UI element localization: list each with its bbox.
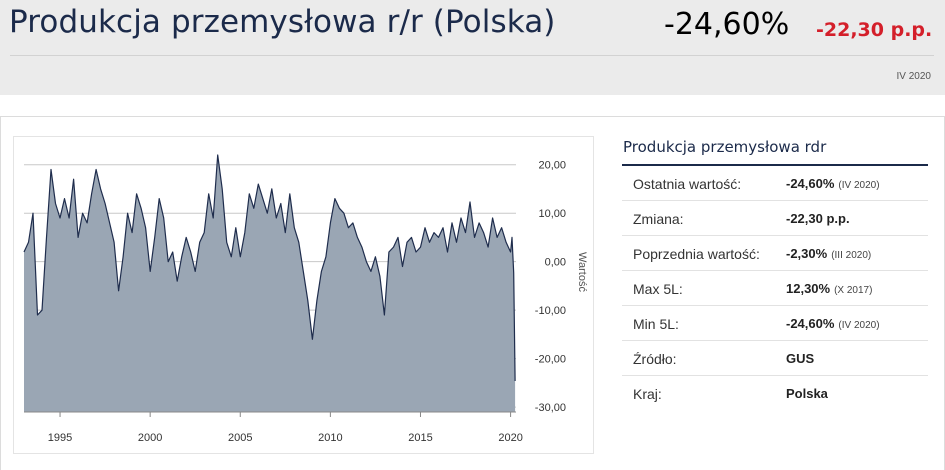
info-label: Ostatnia wartość: — [633, 176, 742, 192]
y-axis-label: Wartość — [576, 252, 588, 292]
x-tick-label: 1995 — [48, 432, 72, 444]
info-value: Polska — [786, 386, 828, 401]
info-label: Zmiana: — [633, 211, 684, 227]
y-tick-label: 10,00 — [538, 208, 566, 220]
header-bar: Produkcja przemysłowa r/r (Polska) -24,6… — [0, 0, 945, 95]
info-table-title: Produkcja przemysłowa rdr — [623, 138, 827, 156]
info-row-change: Zmiana: -22,30 p.p. — [622, 201, 928, 236]
info-sub: (IV 2020) — [838, 180, 880, 191]
latest-value: -24,60% — [664, 7, 790, 42]
info-sub: (IV 2020) — [838, 320, 880, 331]
info-label: Max 5L: — [633, 281, 683, 297]
info-title-rule — [622, 164, 928, 166]
y-tick-label: 20,00 — [538, 160, 566, 172]
info-row-last-value: Ostatnia wartość: -24,60% (IV 2020) — [622, 166, 928, 201]
info-value: 12,30% (X 2017) — [786, 281, 873, 296]
info-row-max-5y: Max 5L: 12,30% (X 2017) — [622, 271, 928, 306]
info-value: -2,30% (III 2020) — [786, 246, 872, 261]
info-sub: (III 2020) — [831, 250, 872, 261]
change-value: -22,30 p.p. — [816, 19, 933, 41]
chart-svg: 20,00 10,00 0,00 -10,00 -20,00 -30,00 1995 2000… — [23, 154, 588, 444]
info-row-previous-value: Poprzednia wartość: -2,30% (III 2020) — [622, 236, 928, 271]
info-label: Min 5L: — [633, 316, 679, 332]
y-tick-label: 0,00 — [545, 257, 566, 269]
y-tick-label: -30,00 — [535, 402, 566, 414]
series-area — [24, 155, 516, 412]
info-value: -24,60% (IV 2020) — [786, 316, 880, 331]
x-tick-label: 2000 — [138, 432, 162, 444]
x-tick-label: 2020 — [498, 432, 522, 444]
x-tick-label: 2005 — [228, 432, 252, 444]
info-sub: (X 2017) — [834, 285, 873, 296]
y-tick-label: -20,00 — [535, 354, 566, 366]
info-value: -22,30 p.p. — [786, 211, 850, 226]
info-row-country: Kraj: Polska — [622, 376, 928, 411]
page-title: Produkcja przemysłowa r/r (Polska) — [9, 4, 556, 40]
period-label: IV 2020 — [896, 71, 931, 82]
header-divider — [10, 55, 934, 56]
y-tick-label: -10,00 — [535, 305, 566, 317]
info-label: Poprzednia wartość: — [633, 246, 760, 262]
series-line — [23, 154, 516, 382]
info-row-source: Źródło: GUS — [622, 341, 928, 376]
info-label: Źródło: — [633, 351, 677, 367]
info-row-min-5y: Min 5L: -24,60% (IV 2020) — [622, 306, 928, 341]
info-label: Kraj: — [633, 386, 662, 402]
info-value: GUS — [786, 351, 815, 366]
x-tick-label: 2015 — [408, 432, 432, 444]
info-value: -24,60% (IV 2020) — [786, 176, 880, 191]
x-tick-label: 2010 — [318, 432, 342, 444]
chart-container: 20,00 10,00 0,00 -10,00 -20,00 -30,00 1995 2000… — [13, 136, 594, 454]
